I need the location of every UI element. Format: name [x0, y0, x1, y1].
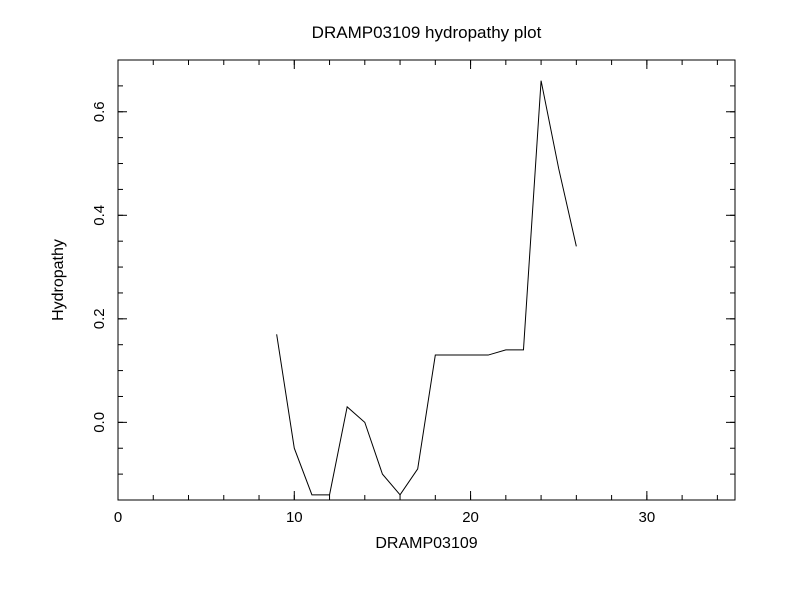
hydropathy-line: [277, 81, 577, 495]
y-tick-label: 0.4: [91, 205, 108, 226]
x-tick-label: 20: [462, 509, 479, 526]
plot-frame: [118, 60, 735, 500]
chart-svg: 0 10 20 30 0.0 0.2 0.4 0.6 DRAMP03109 hydropathy…: [0, 0, 800, 600]
x-tick-label: 0: [114, 509, 122, 526]
x-tick-label: 30: [639, 509, 656, 526]
chart-title: DRAMP03109 hydropathy plot: [312, 23, 542, 42]
y-tick-label: 0.0: [91, 412, 108, 433]
y-axis-label: Hydropathy: [50, 239, 67, 321]
y-tick-label: 0.2: [91, 308, 108, 329]
x-axis-label: DRAMP03109: [375, 535, 477, 552]
x-tick-label: 10: [286, 509, 303, 526]
hydropathy-chart: 0 10 20 30 0.0 0.2 0.4 0.6 DRAMP03109 hydropathy…: [0, 0, 800, 600]
y-tick-label: 0.6: [91, 101, 108, 122]
